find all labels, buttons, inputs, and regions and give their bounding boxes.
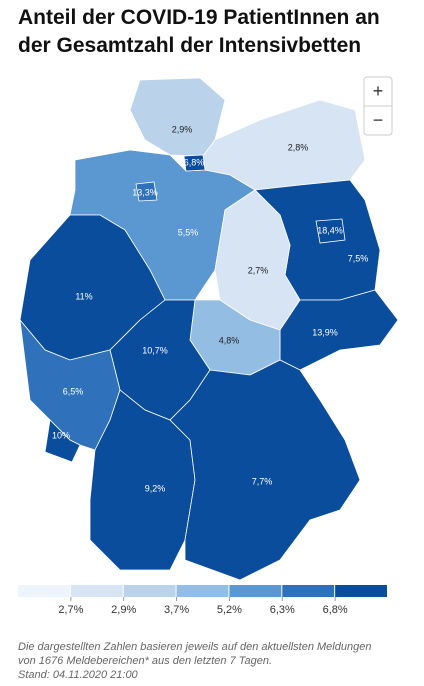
footnote: Stand: 04.11.2020 21:00	[18, 669, 139, 681]
legend-swatch	[176, 585, 229, 597]
region-label: 18,4%	[317, 225, 343, 235]
region-label: 10,7%	[142, 345, 168, 355]
region	[44, 419, 81, 463]
region	[135, 181, 158, 202]
legend-swatch	[18, 585, 70, 597]
legend-swatch	[229, 585, 282, 597]
legend-label: 3,7%	[164, 604, 189, 616]
region-label: 6,5%	[63, 386, 84, 396]
region-label: 5,5%	[178, 227, 199, 237]
region-label: 6,8%	[184, 157, 205, 167]
region-label: 7,7%	[252, 476, 273, 486]
title-line: der Gesamtzahl der Intensivbetten	[18, 34, 361, 57]
legend-label: 2,7%	[58, 604, 83, 616]
region-label: 2,8%	[288, 142, 309, 152]
legend-label: 2,9%	[111, 604, 136, 616]
legend-swatch	[335, 585, 387, 597]
legend: 2,7% 2,9% 3,7% 5,2% 6,3% 6,8%	[18, 585, 387, 616]
region-label: 7,5%	[348, 253, 369, 263]
region	[315, 218, 346, 244]
title-line: Anteil der COVID-19 PatientInnen an	[18, 6, 380, 29]
region-label: 13,9%	[312, 327, 338, 337]
region-label: 13,3%	[132, 187, 158, 197]
region-label: 9,2%	[145, 483, 166, 493]
legend-label: 5,2%	[217, 604, 242, 616]
region-label: 4,8%	[219, 335, 240, 345]
region-label: 10%	[52, 430, 70, 440]
zoom-in-button[interactable]: +	[373, 81, 384, 101]
zoom-out-button[interactable]: −	[373, 110, 384, 130]
legend-swatch	[282, 585, 335, 597]
region-label: 11%	[75, 291, 92, 301]
footnote: von 1676 Meldebereichen* aus den letzten…	[18, 655, 272, 667]
region-label: 2,9%	[172, 124, 193, 134]
legend-swatch	[70, 585, 123, 597]
map: 2,9% 2,8% 5,5% 7,5% 2,7% 13,9% 4,8% 11% …	[19, 77, 399, 581]
region	[129, 77, 226, 157]
legend-label: 6,8%	[323, 604, 348, 616]
legend-label: 6,3%	[270, 604, 295, 616]
region-label: 2,7%	[248, 265, 269, 275]
region	[183, 154, 206, 172]
legend-swatch	[123, 585, 176, 597]
zoom-controls: + −	[363, 76, 393, 136]
footnote: Die dargestellten Zahlen basieren jeweil…	[18, 641, 371, 653]
region	[169, 359, 361, 581]
